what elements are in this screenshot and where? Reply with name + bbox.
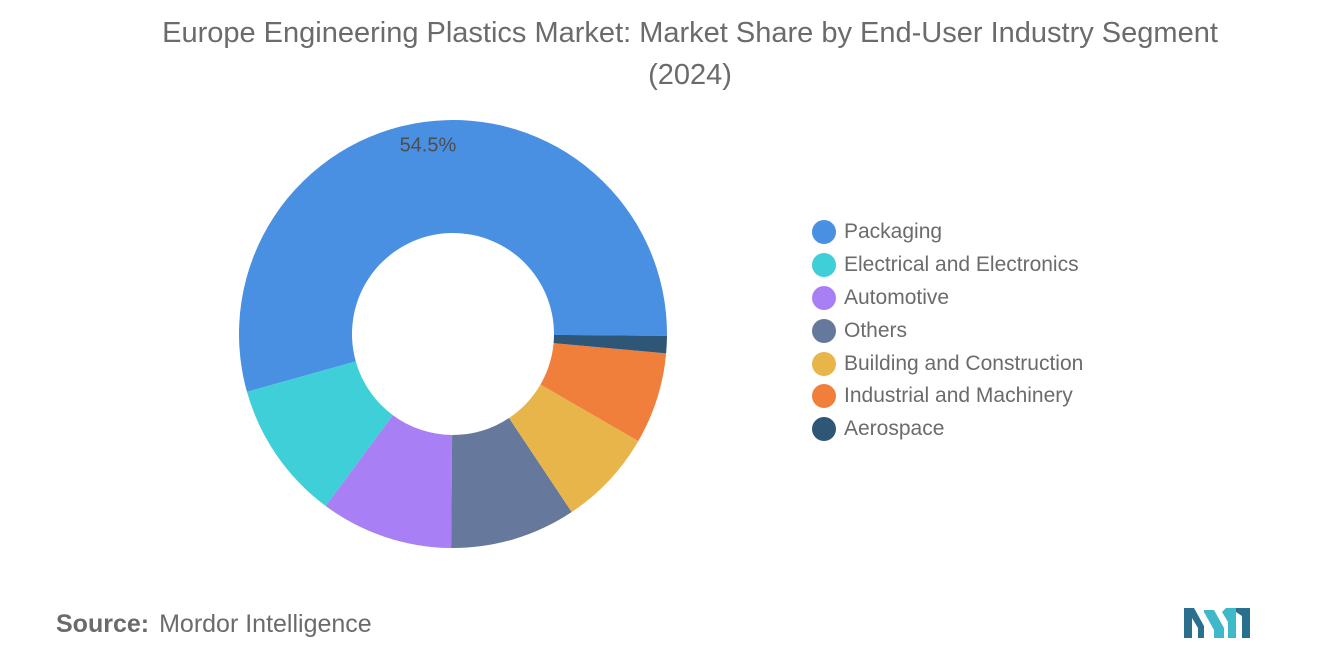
legend-swatch [812, 417, 836, 442]
legend-item: Packaging [812, 216, 1083, 249]
legend-swatch [812, 351, 836, 376]
slice-industrial-and-machinery [540, 343, 667, 442]
legend-item: Automotive [812, 282, 1083, 315]
legend-item: Electrical and Electronics [812, 249, 1083, 282]
legend-label: Aerospace [844, 417, 945, 441]
legend-label: Industrial and Machinery [844, 384, 1073, 408]
legend-label: Others [844, 318, 908, 342]
slice-building-and-construction [509, 384, 639, 513]
legend-swatch [812, 220, 836, 245]
slice-aerospace [553, 334, 667, 354]
legend-swatch [812, 253, 836, 278]
data-label: 54.5% [400, 134, 457, 156]
slice-automotive [325, 415, 453, 548]
slice-others [451, 418, 572, 548]
slice-electrical-and-electronics [246, 361, 393, 507]
chart-legend: Packaging Electrical and Electronics Autom… [812, 216, 1083, 446]
legend-item: Aerospace [812, 413, 1083, 446]
source-note: Source: Mordor Intelligence [56, 610, 372, 639]
legend-swatch [812, 318, 836, 343]
source-label: Source: [56, 610, 150, 638]
legend-item: Building and Construction [812, 347, 1083, 380]
legend-label: Electrical and Electronics [844, 253, 1079, 277]
legend-label: Packaging [844, 220, 943, 244]
mordor-logo-icon [1184, 608, 1250, 638]
legend-item: Others [812, 314, 1083, 347]
source-value: Mordor Intelligence [159, 610, 372, 638]
legend-label: Automotive [844, 285, 950, 309]
legend-item: Industrial and Machinery [812, 380, 1083, 413]
slice-packaging [238, 119, 667, 392]
legend-label: Building and Construction [844, 351, 1084, 375]
legend-swatch [812, 384, 836, 409]
chart-title: Europe Engineering Plastics Market: Mark… [162, 17, 1218, 91]
legend-swatch [812, 285, 836, 310]
